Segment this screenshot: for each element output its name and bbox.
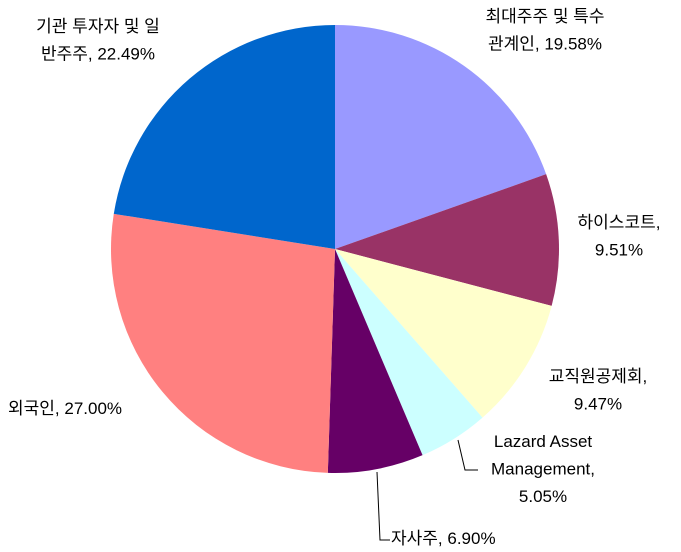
pie-slice xyxy=(335,174,560,306)
pie-slice xyxy=(113,25,335,249)
label-line: 9.51% xyxy=(595,241,643,260)
data-label: 외국인, 27.00% xyxy=(8,399,122,418)
pie-slice xyxy=(335,249,483,456)
pie-slice xyxy=(110,213,336,473)
label-line: 하이스코트, xyxy=(578,213,661,232)
label-line: 최대주주 및 특수 xyxy=(486,7,605,26)
pie-slice xyxy=(327,249,423,473)
label-line: 9.47% xyxy=(574,395,622,414)
label-line: 5.05% xyxy=(519,487,567,506)
data-label: 자사주, 6.90% xyxy=(391,529,496,548)
label-line: 반주주, 22.49% xyxy=(41,45,155,64)
data-label: 교직원공제회, 9.47% xyxy=(549,367,648,414)
pie-slice xyxy=(335,249,552,418)
label-line: 외국인, 27.00% xyxy=(8,399,122,418)
label-line: 자사주, 6.90% xyxy=(391,529,496,548)
data-label: Lazard Asset Management, 5.05% xyxy=(491,432,595,506)
leader-line xyxy=(457,439,478,471)
data-label: 하이스코트, 9.51% xyxy=(578,213,661,260)
label-line: Management, xyxy=(491,460,595,479)
label-line: 관계인, 19.58% xyxy=(488,35,602,54)
pie xyxy=(110,25,560,473)
label-line: 교직원공제회, xyxy=(549,367,648,386)
pie-slice xyxy=(335,25,547,249)
leader-line xyxy=(376,471,390,541)
label-line: Lazard Asset xyxy=(494,432,593,451)
label-line: 기관 투자자 및 일 xyxy=(36,17,160,36)
